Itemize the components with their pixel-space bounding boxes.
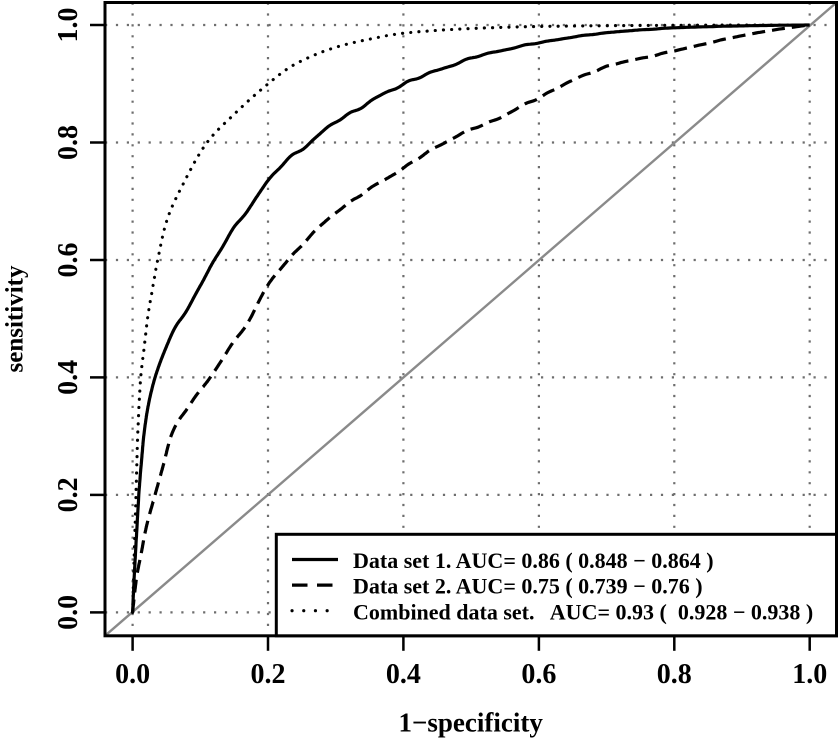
svg-text:0.8: 0.8 [657,659,692,690]
svg-text:Combined data set. AUC= 0.93: Combined data set. AUC= 0.93 ( 0.928 − 0… [353,599,813,624]
svg-text:0.6: 0.6 [521,659,556,690]
svg-text:0.0: 0.0 [53,595,84,630]
svg-text:Data set 1. AUC= 0.86 ( 0.848: Data set 1. AUC= 0.86 ( 0.848 − 0.864 ) [353,548,714,573]
svg-text:Data set 2. AUC= 0.75 ( 0.739: Data set 2. AUC= 0.75 ( 0.739 − 0.76 ) [353,574,703,599]
svg-text:0.2: 0.2 [251,659,286,690]
svg-text:0.4: 0.4 [386,659,421,690]
svg-text:0.2: 0.2 [53,477,84,512]
svg-text:1.0: 1.0 [792,659,827,690]
svg-text:0.8: 0.8 [53,125,84,160]
svg-text:0.4: 0.4 [53,360,84,395]
svg-text:0.0: 0.0 [115,659,150,690]
svg-text:0.6: 0.6 [53,243,84,278]
svg-text:sensitivity: sensitivity [1,265,28,372]
svg-text:1.0: 1.0 [53,8,84,43]
svg-text:1−specificity: 1−specificity [399,708,544,738]
